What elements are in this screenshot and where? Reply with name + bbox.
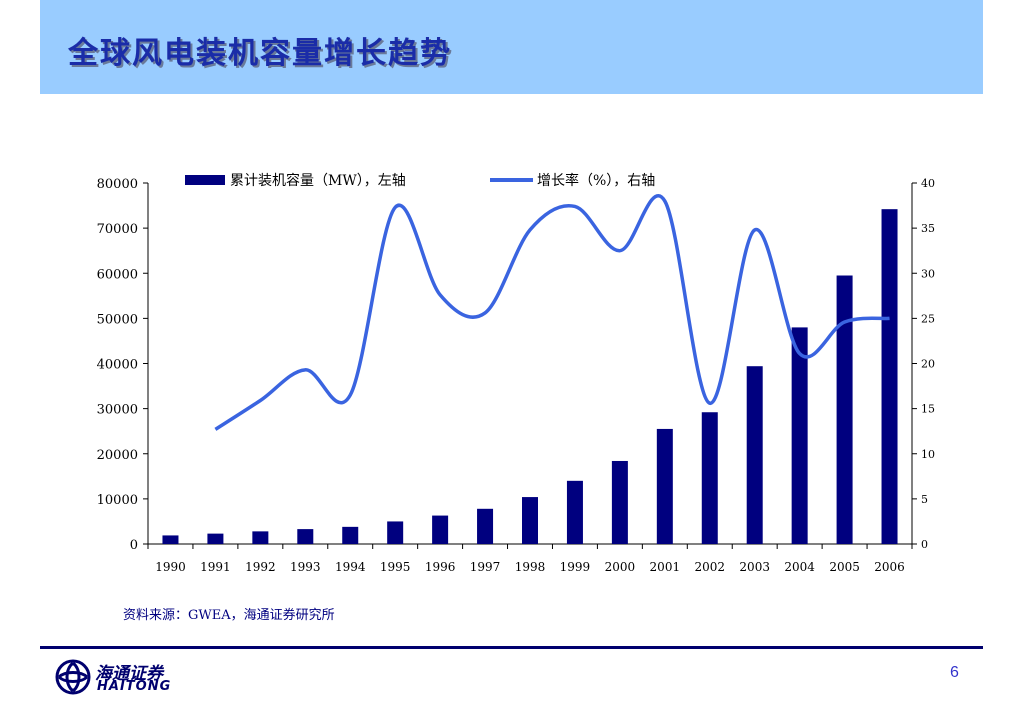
haitong-emblem-icon bbox=[55, 659, 91, 695]
y-left-tick-label: 0 bbox=[130, 538, 138, 553]
haitong-logo: 海通证券 HAITONG bbox=[55, 659, 175, 699]
x-tick-label: 1995 bbox=[380, 560, 411, 574]
header-band: 全球风电装机容量增长趋势 bbox=[40, 0, 983, 94]
y-right-tick-label: 35 bbox=[921, 222, 935, 235]
bar bbox=[566, 480, 583, 544]
bar bbox=[342, 526, 359, 544]
x-tick-label: 1996 bbox=[425, 560, 456, 574]
bar bbox=[522, 497, 538, 544]
bar bbox=[252, 531, 269, 544]
y-left-tick-label: 20000 bbox=[97, 448, 138, 463]
slide-title: 全球风电装机容量增长趋势 bbox=[68, 36, 452, 71]
bar bbox=[207, 533, 224, 544]
y-right-tick-label: 25 bbox=[921, 312, 935, 325]
bar bbox=[611, 460, 628, 544]
bar bbox=[387, 521, 404, 544]
x-tick-label: 1994 bbox=[335, 560, 366, 574]
y-left-tick-label: 10000 bbox=[97, 493, 138, 508]
page-number: 6 bbox=[950, 664, 959, 681]
x-tick-label: 2006 bbox=[874, 560, 905, 574]
bar bbox=[432, 515, 449, 544]
bar bbox=[701, 412, 718, 544]
y-left-tick-label: 70000 bbox=[97, 222, 138, 237]
legend-line-label: 增长率（%），右轴 bbox=[537, 172, 655, 189]
x-tick-label: 2002 bbox=[694, 560, 725, 574]
bar bbox=[746, 366, 763, 544]
x-tick-label: 1991 bbox=[200, 560, 231, 574]
y-left-tick-label: 40000 bbox=[97, 358, 138, 373]
x-tick-label: 1993 bbox=[290, 560, 321, 574]
x-tick-label: 2004 bbox=[784, 560, 815, 574]
y-left-tick-label: 60000 bbox=[97, 267, 138, 282]
x-tick-label: 2005 bbox=[829, 560, 860, 574]
y-left-tick-label: 80000 bbox=[97, 177, 138, 192]
legend-bar-swatch bbox=[185, 175, 225, 185]
x-tick-label: 1998 bbox=[515, 560, 546, 574]
y-right-tick-label: 30 bbox=[921, 267, 935, 280]
y-right-tick-label: 15 bbox=[921, 403, 935, 416]
y-right-tick-label: 40 bbox=[921, 177, 935, 190]
bar bbox=[656, 428, 673, 544]
logo-name-cn: 海通证券 bbox=[95, 664, 163, 684]
x-tick-label: 2003 bbox=[739, 560, 770, 574]
x-tick-label: 1999 bbox=[560, 560, 591, 574]
legend-bar-label: 累计装机容量（MW），左轴 bbox=[230, 172, 406, 189]
y-left-tick-label: 30000 bbox=[97, 403, 138, 418]
x-tick-label: 1990 bbox=[155, 560, 186, 574]
y-right-tick-label: 0 bbox=[921, 538, 928, 551]
bar bbox=[297, 529, 314, 544]
footer-divider bbox=[40, 646, 983, 649]
bar bbox=[477, 508, 494, 544]
x-tick-label: 2001 bbox=[650, 560, 681, 574]
y-right-tick-label: 20 bbox=[921, 358, 935, 371]
growth-rate-line bbox=[214, 194, 890, 431]
x-tick-label: 1992 bbox=[245, 560, 276, 574]
bar bbox=[791, 327, 808, 544]
y-left-tick-label: 50000 bbox=[97, 312, 138, 327]
x-tick-label: 1997 bbox=[470, 560, 501, 574]
y-right-tick-label: 10 bbox=[921, 448, 935, 461]
bar bbox=[162, 535, 179, 544]
bar bbox=[836, 275, 853, 544]
x-tick-label: 2000 bbox=[605, 560, 636, 574]
source-note: 资料来源：GWEA，海通证券研究所 bbox=[123, 608, 335, 623]
bar bbox=[881, 209, 898, 545]
logo-name-en: HAITONG bbox=[97, 679, 172, 694]
y-right-tick-label: 5 bbox=[921, 493, 928, 506]
